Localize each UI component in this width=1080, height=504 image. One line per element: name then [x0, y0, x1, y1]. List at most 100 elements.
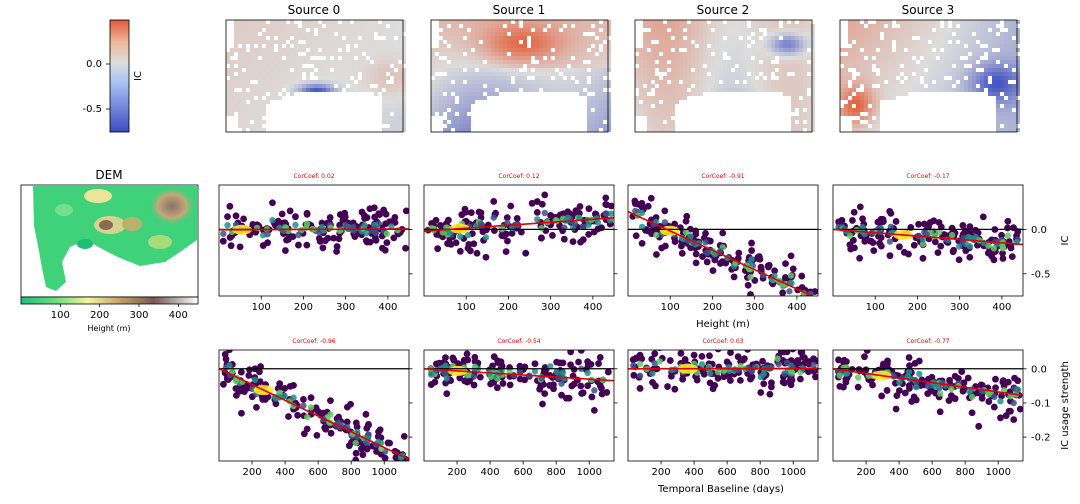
scatter-point: [861, 353, 868, 361]
scatter-point: [269, 217, 276, 224]
scatter-point: [854, 374, 862, 381]
x-tick-label: 800: [956, 467, 975, 478]
scatter-point: [955, 243, 963, 250]
scatter-point: [896, 243, 903, 251]
scatter-point: [361, 222, 368, 229]
scatter-point: [384, 439, 392, 447]
scatter-point: [978, 394, 986, 402]
scatter-point: [278, 210, 286, 218]
scatter-point: [303, 413, 311, 421]
scatter-point: [968, 409, 976, 417]
colorbar-label: IC: [133, 71, 144, 81]
scatter-point: [776, 298, 783, 305]
source-map-0: [225, 19, 406, 133]
scatter-point: [879, 360, 887, 368]
scatter-point: [781, 274, 789, 281]
scatter-point: [850, 208, 858, 216]
x-tick-label: 300: [336, 302, 355, 313]
scatter-point: [602, 210, 609, 217]
scatter-point: [327, 429, 335, 437]
scatter-point: [303, 241, 311, 249]
scatter-point: [630, 371, 638, 379]
scatter-point: [892, 405, 900, 413]
scatter-point: [292, 213, 299, 221]
scatter-point: [1016, 405, 1023, 413]
scatter-point: [503, 214, 511, 221]
scatter-point: [653, 251, 660, 258]
scatter-point: [336, 211, 344, 218]
scatter-point: [751, 363, 758, 371]
scatter-point: [985, 242, 992, 249]
scatter-point: [428, 371, 435, 378]
scatter-point: [539, 381, 547, 388]
scatter-point: [220, 230, 227, 237]
scatter-point: [345, 442, 353, 450]
scatter-point: [998, 231, 1005, 239]
scatter-point: [714, 368, 722, 376]
scatter-point: [856, 254, 864, 262]
scatter-point: [851, 244, 858, 252]
scatter-point: [402, 244, 409, 252]
x-tick-label: 1000: [371, 467, 396, 478]
scatter-point: [326, 214, 334, 221]
scatter-point: [681, 356, 689, 363]
scatter-point: [442, 354, 449, 362]
scatter-point: [546, 371, 554, 379]
scatter-point: [682, 229, 690, 236]
map-frame: [430, 19, 609, 133]
dem-colorbar-ticks: 100 200 300 400: [51, 304, 188, 321]
scatter-point: [948, 385, 955, 393]
scatter-point: [581, 342, 588, 349]
scatter-point: [464, 231, 472, 239]
scatter-point: [706, 352, 713, 360]
scatter-point: [849, 236, 857, 244]
scatter-point: [456, 374, 464, 382]
scatter-point: [602, 201, 610, 208]
scatter-point: [537, 234, 545, 242]
scatter-point: [919, 254, 927, 262]
x-tick-label: 200: [242, 467, 261, 478]
scatter-point: [352, 439, 359, 447]
scatter-point: [466, 247, 474, 255]
scatter-point: [747, 291, 754, 296]
scatter-point: [556, 359, 564, 367]
scatter-point: [694, 341, 701, 348]
scatter-point: [647, 194, 655, 202]
scatter-point: [789, 265, 797, 273]
scatter-point: [465, 241, 473, 248]
scatter-point: [764, 364, 771, 371]
fit-line: [833, 228, 1023, 246]
scatter-point: [590, 406, 598, 414]
scatter-point: [502, 248, 510, 256]
scatter-point: [892, 218, 900, 225]
scatter-point: [482, 253, 490, 261]
scatter-point: [598, 224, 605, 232]
scatter-point: [313, 431, 321, 439]
scatter-point: [517, 228, 525, 236]
scatter-point: [292, 221, 299, 229]
scatter-point: [760, 370, 767, 378]
scatter-point: [779, 378, 787, 386]
x-tick-label: 300: [745, 302, 764, 313]
scatter-point: [706, 370, 714, 377]
panel-frame: [423, 349, 615, 462]
scatter-point: [985, 398, 993, 405]
scatter-point: [703, 258, 711, 266]
scatter-point: [1004, 232, 1012, 239]
dem-title: DEM: [95, 168, 122, 182]
scatter-point: [877, 242, 885, 250]
scatter-point: [977, 381, 985, 389]
scatter-point: [533, 208, 541, 216]
scatter-point: [383, 239, 391, 247]
scatter-point: [303, 210, 311, 218]
scatter-point: [744, 281, 752, 289]
scatter-point: [726, 377, 734, 384]
corcoef-label: CorCoef: 0.02: [293, 173, 334, 180]
scatter-point: [227, 242, 235, 250]
scatter-point: [652, 382, 659, 390]
scatter-point: [879, 216, 887, 223]
scatter-point: [224, 221, 231, 229]
scatter-point: [924, 382, 931, 390]
scatter-point: [394, 226, 401, 234]
scatter-point: [661, 242, 669, 250]
